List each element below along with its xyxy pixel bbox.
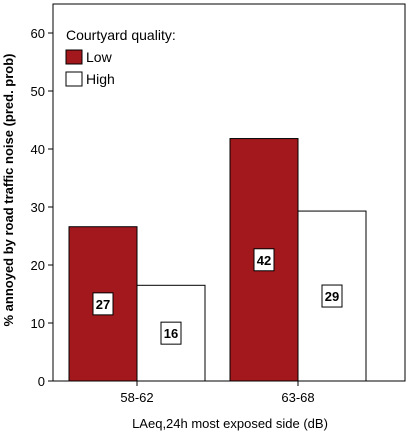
- legend-swatch-low: [65, 49, 83, 65]
- x-tick-label: 58-62: [120, 390, 153, 405]
- axes: 0 10 20 30 40 50 60 58-62 63-68: [31, 3, 406, 405]
- legend-label-low: Low: [86, 49, 113, 65]
- data-label: 42: [257, 253, 271, 268]
- data-labels: 27 16 42 29: [92, 248, 343, 345]
- x-axis-title: LAeq,24h most exposed side (dB): [132, 416, 328, 431]
- y-tick-label: 60: [31, 26, 45, 41]
- data-label-box: [253, 248, 275, 272]
- y-tick-label: 0: [38, 374, 45, 389]
- data-label: 29: [325, 289, 339, 304]
- plot-frame: [52, 3, 406, 382]
- y-tick-label: 10: [31, 316, 45, 331]
- legend-label-high: High: [86, 71, 115, 87]
- legend-title: Courtyard quality:: [66, 27, 176, 43]
- y-tick-label: 30: [31, 200, 45, 215]
- y-tick-label: 20: [31, 258, 45, 273]
- data-label: 27: [96, 297, 110, 312]
- y-tick-label: 50: [31, 84, 45, 99]
- y-tick-label: 40: [31, 142, 45, 157]
- legend-swatch-high: [65, 71, 83, 87]
- y-axis-title: % annoyed by road traffic noise (pred. p…: [1, 53, 16, 326]
- data-label-box: [160, 321, 182, 345]
- data-label-box: [321, 284, 343, 308]
- data-label-box: [92, 292, 114, 316]
- data-label: 16: [164, 326, 178, 341]
- legend: Courtyard quality: Low High: [65, 27, 176, 87]
- x-tick-label: 63-68: [281, 390, 314, 405]
